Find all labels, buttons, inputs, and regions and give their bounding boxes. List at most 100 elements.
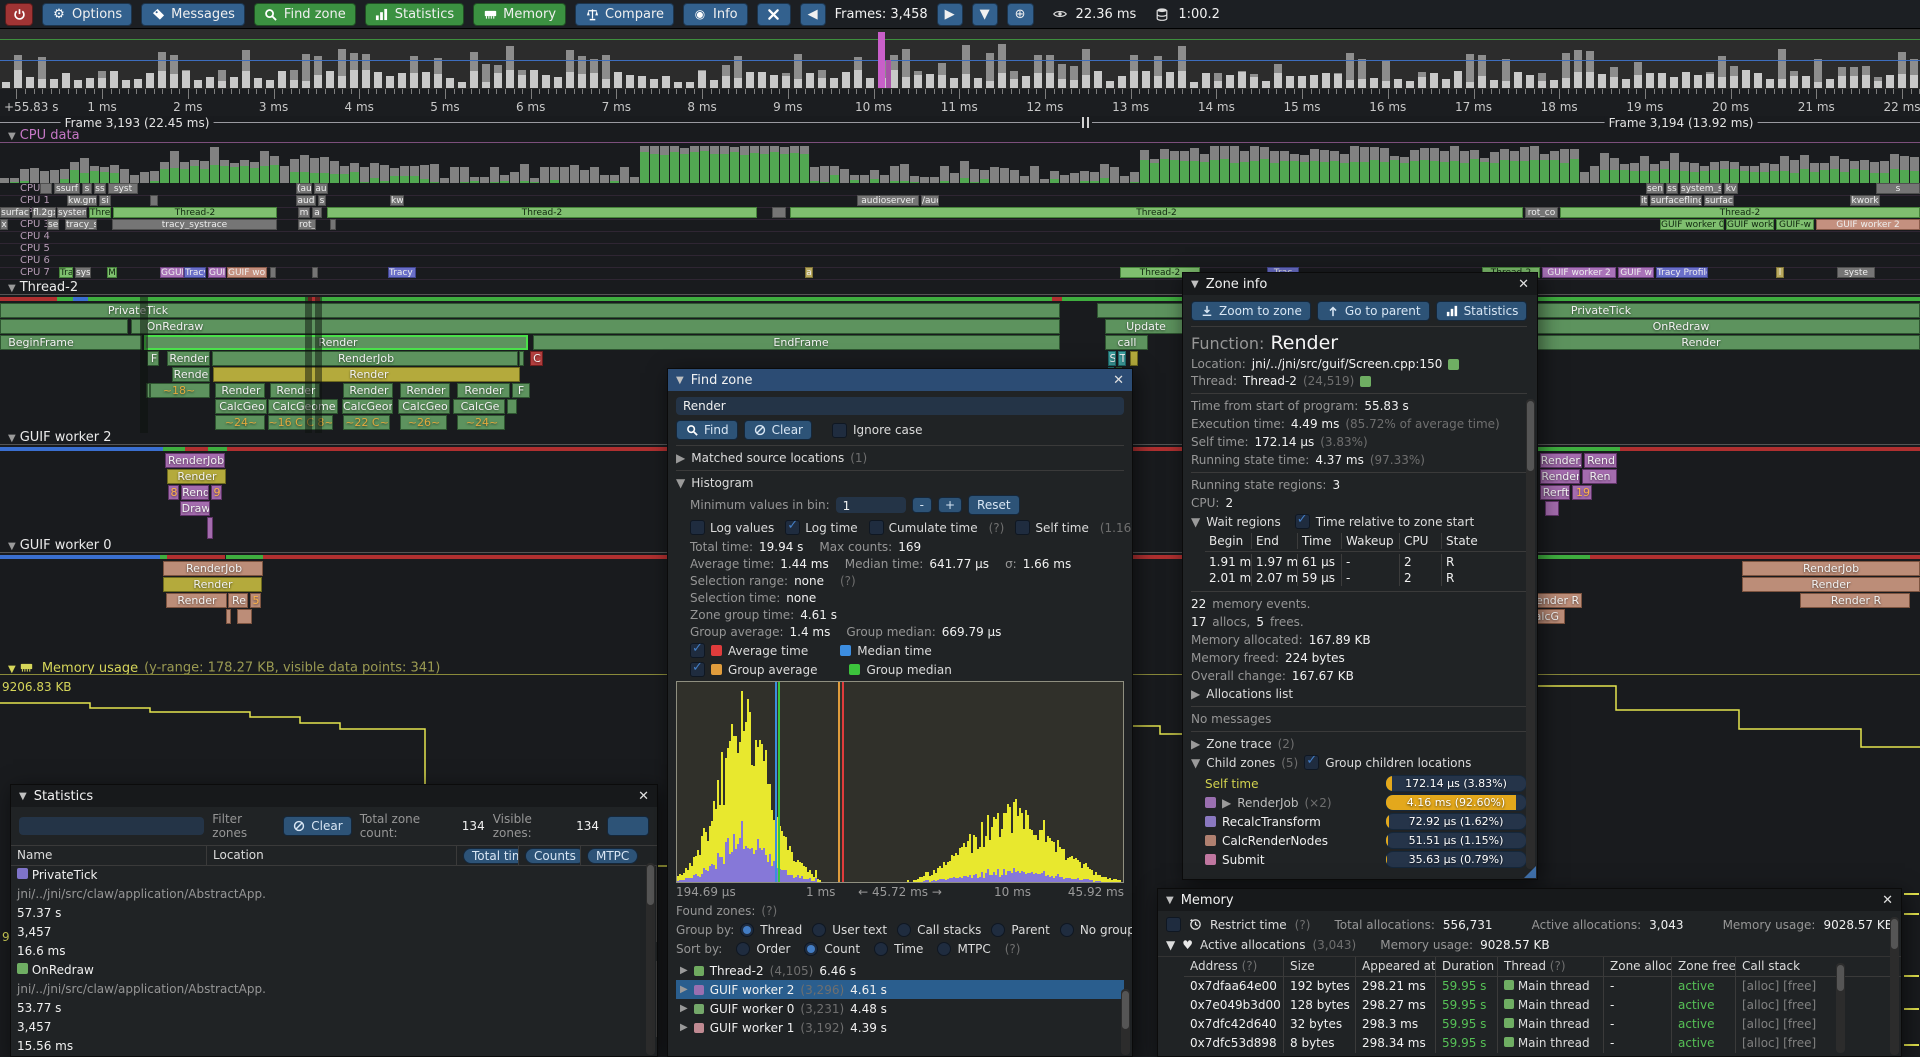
zone-Render R[interactable]: Render R xyxy=(1524,593,1582,608)
zone-Draw[interactable]: Draw xyxy=(180,501,210,516)
address-cell[interactable]: 0x7dfaa64e00 xyxy=(1184,977,1284,996)
cpu-zone[interactable]: syst xyxy=(108,183,138,194)
cpu-zone[interactable]: rot_co xyxy=(1525,207,1558,218)
cpu-zone[interactable]: rot_d xyxy=(298,219,316,230)
zone-sliver[interactable] xyxy=(207,517,213,539)
collapse-icon[interactable]: ▼ xyxy=(1166,938,1176,952)
zone-unnamed[interactable] xyxy=(1130,351,1138,366)
goto-frame-button[interactable]: ▼ xyxy=(971,2,998,26)
cpu-zone[interactable] xyxy=(40,183,52,194)
address-cell[interactable]: 0x7e049b3d00 xyxy=(1184,996,1284,1015)
zone-unnamed[interactable] xyxy=(507,399,517,414)
thread-header-guif-worker-0[interactable]: ▼ GUIF worker 0 xyxy=(8,538,112,553)
tools-button[interactable] xyxy=(756,2,791,26)
call-stack-cell[interactable]: [alloc] [free] xyxy=(1742,979,1817,993)
cpu-zone[interactable]: surfac xyxy=(1704,195,1734,206)
zone-Render[interactable]: Render xyxy=(1470,335,1920,350)
cpu-zone[interactable]: it xyxy=(1640,195,1648,206)
zone-RenderJob[interactable]: RenderJob xyxy=(212,351,518,366)
statistics-scrollbar[interactable] xyxy=(646,863,655,1055)
sort-by-radio-count[interactable] xyxy=(804,942,819,956)
cpu-zone[interactable]: GUIF-w xyxy=(1776,219,1814,230)
cpu-zone[interactable]: system_s xyxy=(1680,183,1722,194)
memory-table-scrollbar[interactable] xyxy=(1836,963,1845,1053)
zone-Render[interactable]: Render xyxy=(213,367,520,382)
zone-Rend[interactable]: Rend xyxy=(1584,453,1617,468)
close-icon[interactable]: ✕ xyxy=(638,788,649,804)
cpu-zone[interactable]: Thread-2 xyxy=(790,207,1523,218)
compare-button[interactable]: Compare xyxy=(575,2,675,26)
zone-OnRedraw[interactable]: OnRedraw xyxy=(131,319,1060,334)
zone-Rend[interactable]: Rend xyxy=(181,485,209,500)
cpu-zone[interactable]: ser xyxy=(47,219,59,230)
collapse-icon[interactable]: ▼ xyxy=(676,374,684,386)
zone-RenderJob[interactable]: RenderJob xyxy=(1742,561,1920,576)
expand-icon[interactable]: ▶ xyxy=(1222,795,1232,810)
frame-markers[interactable]: Frame 3,193 (22.45 ms) Frame 3,194 (13.92… xyxy=(0,116,1920,130)
memory-usage-header[interactable]: ▼ Memory usage (y-range: 178.27 KB, visib… xyxy=(8,660,441,676)
zone-trace-row[interactable]: ▶ Zone trace (2) xyxy=(1191,737,1295,751)
expand-icon[interactable]: ▶ xyxy=(680,1003,688,1014)
cpu-zone[interactable]: tracy_syn xyxy=(65,219,97,230)
statistics-titlebar[interactable]: ▼ Statistics ✕ xyxy=(11,785,657,807)
sort-by-radio-time[interactable] xyxy=(874,942,889,956)
zone-Rende[interactable]: Rende xyxy=(172,367,210,382)
find-zone-scrollbar[interactable] xyxy=(1121,989,1130,1055)
ignore-case-checkbox[interactable] xyxy=(831,422,847,438)
child-zone-row[interactable]: RecalcTransform 72.92 µs (1.62%) xyxy=(1191,812,1527,831)
cpu-zone[interactable]: Thre xyxy=(89,207,111,218)
find-zone-histogram[interactable] xyxy=(676,681,1124,883)
cpu-zone[interactable]: Thread-2 xyxy=(113,207,277,218)
cpu-zone[interactable]: GUIF work xyxy=(1726,219,1774,230)
zone-Render[interactable]: Render xyxy=(166,593,227,608)
found-zone-group[interactable]: ▶ GUIF worker 0 (3,231) 4.48 s xyxy=(676,999,1124,1018)
zoom-to-zone-button[interactable]: Zoom to zone xyxy=(1191,301,1311,321)
zone-19[interactable]: 19 xyxy=(1572,485,1592,500)
zone-unnamed[interactable] xyxy=(0,319,128,334)
cpu-zone[interactable]: GGUIF xyxy=(160,267,184,278)
zone-name-cell[interactable]: PrivateTick xyxy=(11,866,657,885)
zone-9[interactable]: 9 xyxy=(211,485,222,500)
cpu-zone[interactable]: GUI xyxy=(208,267,226,278)
matched-source-locations-row[interactable]: ▶ Matched source locations (1) xyxy=(676,451,868,465)
cpu-zone[interactable]: syste xyxy=(1837,267,1875,278)
zone-EndFrame[interactable]: EndFrame xyxy=(533,335,1060,350)
cpu-zone[interactable]: fl.2gx xyxy=(32,207,56,218)
address-cell[interactable]: 0x7dfc42d640 xyxy=(1184,1015,1284,1034)
zone-Render[interactable]: Render xyxy=(457,383,510,398)
call-stack-cell[interactable]: [alloc] [free] xyxy=(1742,1036,1817,1050)
cpu-zone[interactable]: kv xyxy=(1724,183,1738,194)
zone-S[interactable]: S xyxy=(1108,351,1116,366)
cpu-zone[interactable]: s xyxy=(1876,183,1920,194)
resize-handle[interactable] xyxy=(1524,866,1536,878)
filter-zones-input[interactable] xyxy=(19,817,205,835)
col-location[interactable]: Location xyxy=(207,846,457,865)
zone-~18~[interactable]: ~18~ xyxy=(150,383,210,398)
cpu-zone[interactable]: system:se xyxy=(57,207,87,218)
power-button[interactable] xyxy=(5,2,33,26)
group-by-radio-user-text[interactable] xyxy=(812,923,827,937)
col-name[interactable]: Name xyxy=(11,846,207,865)
cpu-zone[interactable]: GUIF worker 0 xyxy=(1660,219,1724,230)
child-zone-row[interactable]: Submit 35.63 µs (0.79%) xyxy=(1191,850,1527,869)
zone-Render[interactable]: Render xyxy=(343,383,393,398)
cpu-zone[interactable]: si xyxy=(99,195,111,206)
collapse-icon[interactable]: ▼ xyxy=(676,476,686,490)
cpu-zone[interactable]: s xyxy=(318,195,326,206)
cpu-zone[interactable]: aud xyxy=(296,195,316,206)
messages-button[interactable]: Messages xyxy=(141,2,245,26)
allocation-row[interactable]: 0x7dfc42d640 32 bytes 298.3 ms 59.95 s Main… xyxy=(1184,1015,1901,1034)
cpu-zone[interactable]: ss xyxy=(94,183,106,194)
allocation-row[interactable]: 0x7dfc53d898 8 bytes 298.34 ms 59.95 s Main… xyxy=(1184,1034,1901,1053)
expand-icon[interactable]: ▶ xyxy=(680,984,688,995)
cpu-zone[interactable] xyxy=(150,195,158,206)
cpu-zone[interactable]: Thread-2 xyxy=(327,207,757,218)
zone-CalcGe[interactable]: CalcGe xyxy=(453,399,505,414)
zone-Render[interactable]: Render xyxy=(270,383,320,398)
thread-header-guif-worker-2[interactable]: ▼ GUIF worker 2 xyxy=(8,430,112,445)
cpu-zone[interactable]: GUIF w xyxy=(1618,267,1654,278)
memory-button[interactable]: Memory xyxy=(473,2,567,26)
col-appeared[interactable]: Appeared at xyxy=(1356,957,1436,976)
zone-BeginFrame[interactable]: BeginFrame xyxy=(0,335,142,350)
